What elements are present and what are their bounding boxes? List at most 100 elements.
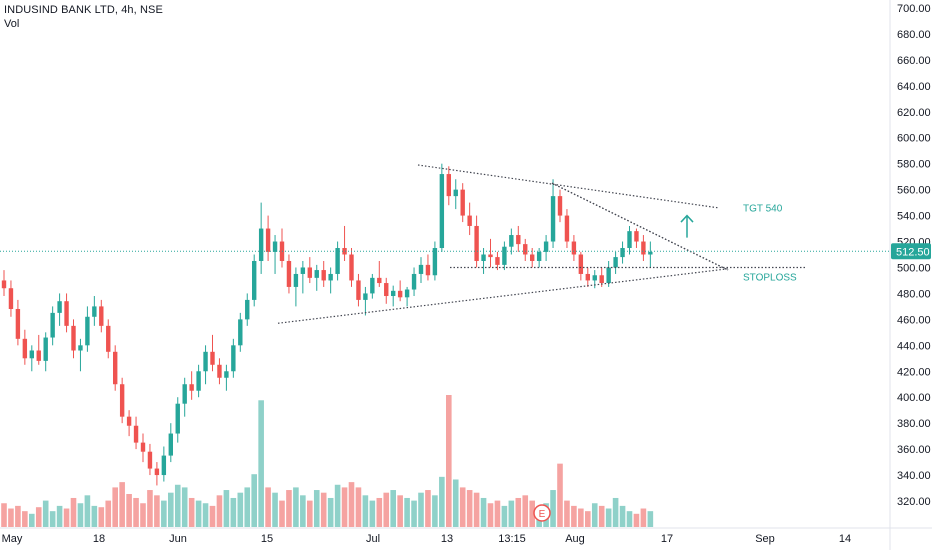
volume-indicator-label[interactable]: Vol <box>4 18 20 30</box>
time-tick-label: 15 <box>261 533 273 545</box>
volume-bar <box>77 503 84 527</box>
volume-bar <box>529 500 535 527</box>
volume-bar <box>473 492 480 527</box>
candle-body <box>509 235 514 247</box>
volume-bar <box>230 497 237 527</box>
last-price-tag[interactable]: 512.50 <box>0 243 931 260</box>
volume-bar <box>619 505 626 527</box>
volume-bar <box>161 500 167 527</box>
volume-bar <box>22 511 28 527</box>
target-label[interactable]: TGT 540 <box>743 204 783 215</box>
volume-bar <box>126 494 132 527</box>
volume-bar <box>8 508 14 527</box>
candle-body <box>613 257 618 268</box>
candle-body <box>411 273 417 290</box>
candle-body <box>126 416 132 426</box>
candle-body <box>328 273 333 281</box>
earnings-event-marker[interactable]: E <box>533 504 551 522</box>
inner-trendline[interactable] <box>551 182 729 271</box>
candle-body <box>252 260 257 300</box>
time-tick-label: 13 <box>441 533 453 545</box>
volume-bar <box>279 500 285 527</box>
volume-bar <box>494 500 501 527</box>
candle-body <box>217 364 222 378</box>
volume-bar <box>133 497 139 527</box>
candle-body <box>258 228 264 261</box>
price-tick-label: 480.00 <box>897 288 931 300</box>
volume-bar <box>578 508 584 527</box>
price-tick-label: 680.00 <box>897 29 931 41</box>
candle-body <box>29 350 34 359</box>
triangle-upper-trendline[interactable] <box>417 164 719 209</box>
price-tick-label: 660.00 <box>897 55 931 67</box>
volume-bar <box>647 511 654 527</box>
price-tick-label: 460.00 <box>897 314 931 326</box>
volume-bar <box>432 495 438 527</box>
volume-bars <box>1 395 654 527</box>
candle-body <box>8 288 14 309</box>
candle-body <box>175 403 180 434</box>
candles <box>1 163 653 486</box>
candle-body <box>92 306 97 317</box>
price-tick-label: 580.00 <box>897 159 931 171</box>
volume-bar <box>640 508 647 527</box>
time-tick-label: 13:15 <box>498 533 526 545</box>
candle-body <box>599 275 604 284</box>
candle-body <box>140 442 146 452</box>
candle-body <box>557 196 563 216</box>
candle-body <box>627 231 632 249</box>
candle-body <box>168 433 173 456</box>
price-tick-label: 540.00 <box>897 211 931 223</box>
volume-bar <box>84 495 91 527</box>
volume-bar <box>515 497 522 527</box>
candle-body <box>71 325 76 351</box>
candle-body <box>418 264 424 274</box>
volume-bar <box>369 500 376 527</box>
candle-body <box>620 248 625 258</box>
price-tick-label: 320.00 <box>897 496 931 508</box>
candle-body <box>648 251 653 255</box>
volume-bar <box>501 505 508 527</box>
volume-bar <box>112 487 118 527</box>
volume-bar <box>15 505 21 527</box>
candle-body <box>203 351 208 372</box>
candle-body <box>571 241 577 255</box>
candle-body <box>265 228 271 252</box>
target-arrow-icon[interactable] <box>680 214 694 238</box>
volume-bar <box>459 487 466 527</box>
candle-body <box>404 289 410 298</box>
volume-bar <box>35 507 42 527</box>
candle-body <box>182 384 187 404</box>
candle-body <box>536 251 542 261</box>
candle-body <box>634 231 639 242</box>
candle-body <box>335 248 340 274</box>
volume-bar <box>181 487 188 527</box>
volume-bar <box>334 484 341 527</box>
triangle-lower-trendline[interactable] <box>277 268 729 324</box>
symbol-title[interactable]: INDUSIND BANK LTD, 4h, NSE <box>4 4 163 16</box>
candle-body <box>113 351 118 385</box>
volume-bar <box>411 500 417 527</box>
price-tick-label: 620.00 <box>897 107 931 119</box>
candle-body <box>391 290 396 297</box>
candle-body <box>425 264 431 276</box>
candle-body <box>161 455 167 476</box>
candle-body <box>147 451 153 469</box>
stoploss-label[interactable]: STOPLOSS <box>743 272 797 283</box>
candle-body <box>154 468 160 476</box>
volume-bar <box>216 495 223 527</box>
volume-bar <box>487 503 494 527</box>
candle-body <box>342 248 347 255</box>
candle-body <box>300 267 306 274</box>
candle-body <box>231 345 236 372</box>
volume-bar <box>56 505 63 527</box>
volume-bar <box>63 508 70 527</box>
candle-body <box>641 241 646 255</box>
volume-bar <box>70 497 77 527</box>
candle-body <box>196 371 201 391</box>
volume-bar <box>550 490 556 527</box>
candle-body <box>189 384 194 391</box>
volume-bar <box>91 505 98 527</box>
